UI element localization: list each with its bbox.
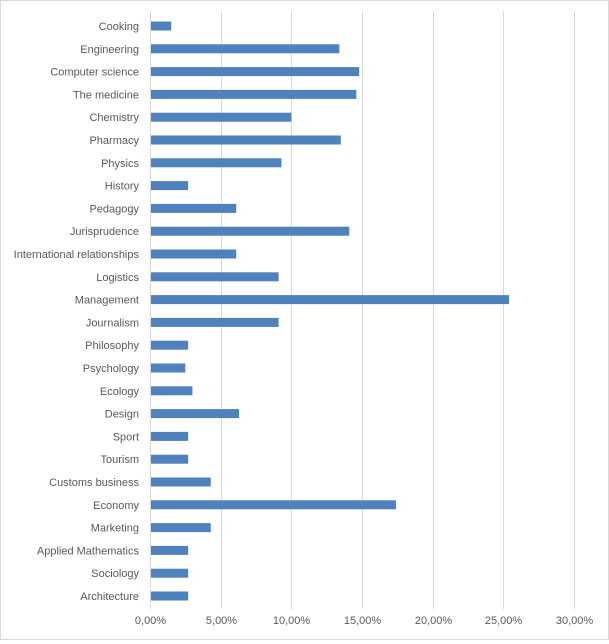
category-label: Sociology: [91, 568, 139, 580]
bar: [151, 591, 189, 601]
category-label: Logistics: [96, 272, 139, 284]
bar: [151, 89, 357, 99]
bar: [151, 340, 189, 350]
category-label: Customs business: [49, 477, 139, 489]
bar: [151, 409, 240, 419]
x-tick-label: 25,00%: [485, 615, 523, 627]
bar: [151, 272, 279, 282]
bar: [151, 181, 189, 191]
bar-layer: [151, 21, 509, 601]
category-label: Tourism: [100, 454, 139, 466]
bar: [151, 477, 211, 487]
bar: [151, 545, 189, 555]
category-labels: Cooking Engineering Computer science The me…: [14, 21, 140, 603]
x-tick-label: 15,00%: [344, 615, 382, 627]
category-label: Economy: [93, 500, 139, 512]
x-tick-label: 10,00%: [273, 615, 311, 627]
category-label: The medicine: [73, 89, 139, 101]
bar: [151, 158, 282, 168]
category-label: Engineering: [80, 44, 139, 56]
x-tick-label: 0,00%: [135, 615, 166, 627]
bar: [151, 431, 189, 441]
bar: [151, 203, 237, 213]
category-label: International relationships: [14, 249, 140, 261]
bar: [151, 568, 189, 578]
bar: [151, 500, 396, 510]
bar: [151, 386, 193, 396]
category-label: History: [105, 181, 140, 193]
category-label: Jurisprudence: [70, 226, 139, 238]
bar: [151, 295, 509, 305]
category-label: Computer science: [50, 67, 139, 79]
x-tick-label: 30,00%: [556, 615, 594, 627]
category-label: Chemistry: [89, 112, 139, 124]
bar: [151, 44, 340, 54]
x-tick-label: 5,00%: [206, 615, 237, 627]
bar: [151, 249, 237, 259]
bar: [151, 317, 279, 327]
category-label: Philosophy: [85, 340, 139, 352]
category-label: Sport: [113, 431, 139, 443]
bar: [151, 226, 350, 236]
bar: [151, 454, 189, 464]
bar: [151, 135, 341, 145]
category-label: Applied Mathematics: [37, 545, 140, 557]
bar: [151, 523, 211, 533]
x-tick-labels: 0,00% 5,00% 10,00% 15,00% 20,00% 25,00% 30,00%: [135, 615, 593, 627]
category-label: Psychology: [83, 363, 140, 375]
category-label: Architecture: [80, 591, 139, 603]
category-label: Ecology: [100, 386, 140, 398]
grid-layer: [150, 11, 575, 609]
category-label: Design: [105, 409, 139, 421]
category-label: Journalism: [86, 317, 139, 329]
category-label: Management: [75, 295, 139, 307]
bar: [151, 21, 172, 31]
bar: [151, 112, 292, 122]
category-label: Pedagogy: [89, 203, 139, 215]
x-tick-label: 20,00%: [415, 615, 453, 627]
category-label: Physics: [101, 158, 139, 170]
category-label: Cooking: [99, 21, 139, 33]
bar: [151, 363, 186, 373]
bar: [151, 67, 360, 77]
category-label: Marketing: [91, 523, 139, 535]
category-label: Pharmacy: [89, 135, 139, 147]
